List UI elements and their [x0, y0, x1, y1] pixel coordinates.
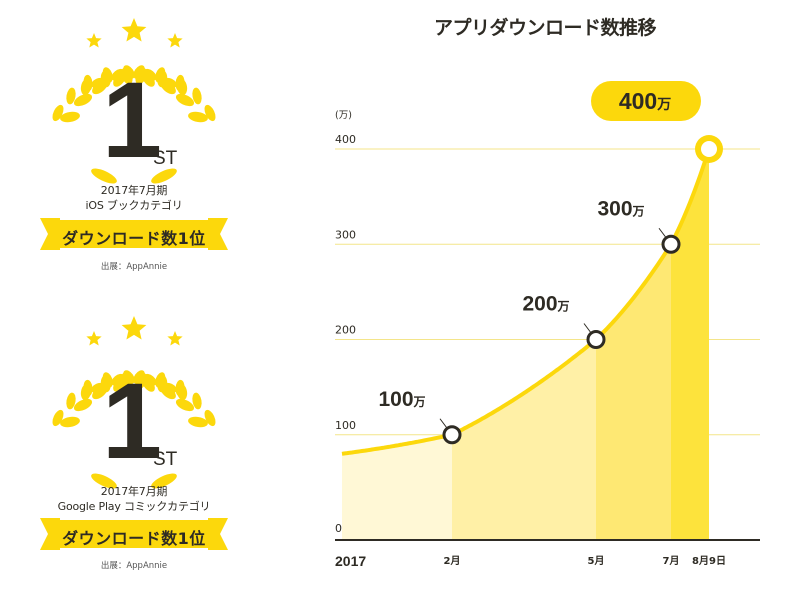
area-bands	[342, 149, 709, 541]
x-tick-label: 7月	[663, 555, 680, 567]
badge-background	[591, 81, 701, 121]
x-year-label: 2017	[335, 553, 366, 569]
chart-title: アプリダウンロード数推移	[433, 17, 657, 39]
x-tick-label: 5月	[588, 555, 605, 567]
award-period: 2017年7月期	[100, 184, 168, 197]
x-tick-label: 8月9日	[692, 555, 726, 567]
series-line	[341, 148, 711, 456]
award-source: 出展：AppAnnie	[100, 561, 168, 571]
milestone-label: 100万	[378, 388, 425, 411]
y-tick-label: 100	[335, 419, 356, 432]
area-band	[596, 244, 671, 541]
award-category: Google Play コミックカテゴリ	[57, 500, 211, 513]
rank-number: 1	[101, 360, 163, 481]
star-icon	[167, 33, 183, 48]
rank-suffix: ST	[153, 148, 178, 169]
award-badge-google-play: 1 ST 2017年7月期 Google Play コミックカテゴリ ダウンロー…	[20, 305, 248, 587]
y-tick-label: 300	[335, 228, 356, 241]
milestone-label: 200万	[522, 293, 569, 316]
star-icon	[86, 33, 102, 48]
ribbon-banner	[40, 218, 228, 250]
laurel-wreath-icon	[52, 370, 216, 489]
star-icon	[121, 18, 147, 42]
y-unit-label: (万)	[335, 110, 352, 121]
rank-number: 1	[101, 59, 163, 180]
area-band	[342, 434, 452, 540]
badge-label: 400万	[619, 88, 671, 114]
milestone-point	[661, 234, 681, 254]
y-tick-label: 400	[335, 133, 356, 146]
award-ribbon-label: ダウンロード数1位	[62, 229, 206, 248]
award-decoration	[40, 316, 228, 550]
x-tick-label: 2月	[444, 555, 461, 567]
area-band	[452, 339, 596, 540]
award-decoration	[40, 18, 228, 250]
milestone-badge: 400万	[591, 81, 701, 121]
award-source: 出展：AppAnnie	[100, 262, 168, 272]
ribbon-banner	[40, 518, 228, 550]
award-badge-ios: 1 ST 2017年7月期 iOS ブックカテゴリ ダウンロード数1位 出展：A…	[20, 0, 248, 282]
star-icon	[121, 316, 147, 340]
star-icon	[167, 331, 183, 346]
y-tick-label: 0	[335, 522, 342, 535]
milestone-point	[701, 141, 717, 157]
y-tick-label: 200	[335, 324, 356, 337]
area-band	[671, 149, 709, 540]
award-ribbon-label: ダウンロード数1位	[62, 529, 206, 548]
award-period: 2017年7月期	[100, 485, 168, 498]
milestone-point	[586, 330, 606, 349]
laurel-wreath-icon	[52, 65, 216, 184]
milestone-label: 300万	[597, 197, 644, 220]
milestone-point	[442, 425, 462, 445]
rank-suffix: ST	[153, 449, 178, 470]
star-icon	[86, 331, 102, 346]
award-category: iOS ブックカテゴリ	[85, 199, 183, 212]
